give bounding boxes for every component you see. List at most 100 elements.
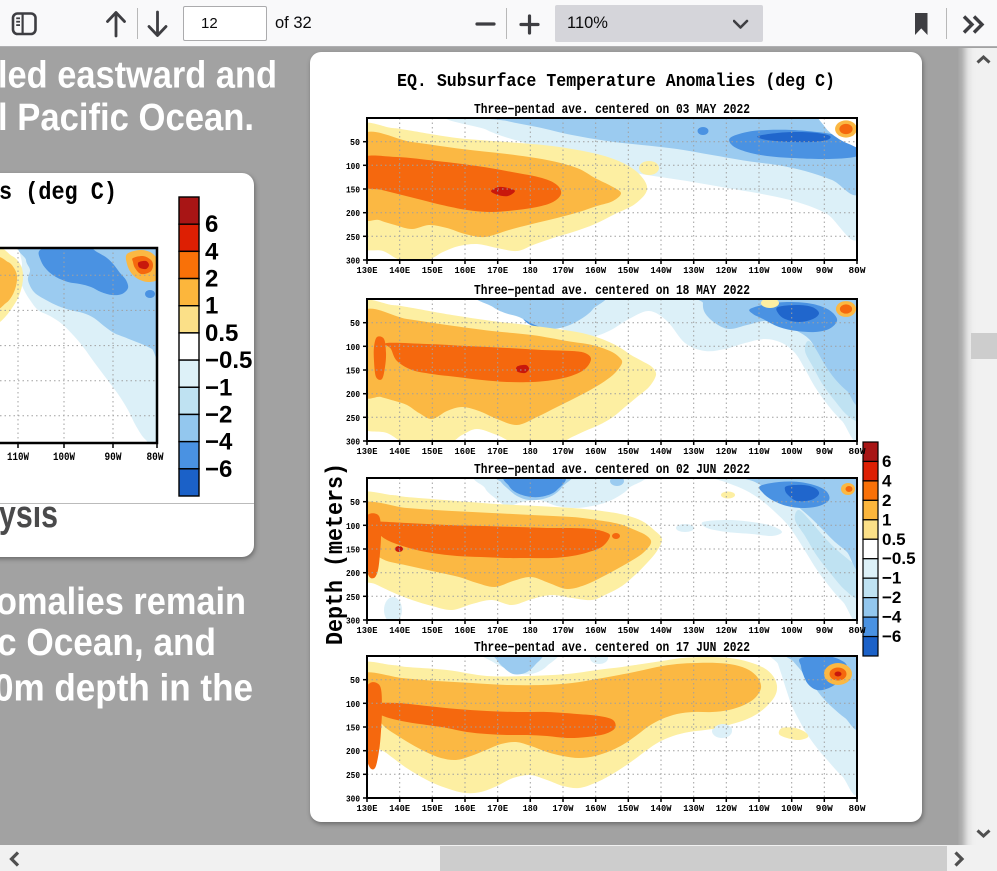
- svg-text:150W: 150W: [618, 265, 639, 276]
- svg-text:300: 300: [346, 616, 360, 627]
- svg-text:170W: 170W: [553, 803, 574, 814]
- svg-text:Three−pentad ave. centered on: Three−pentad ave. centered on 03 MAY 202…: [474, 103, 750, 118]
- svg-text:−6: −6: [882, 627, 901, 646]
- svg-text:Depth (meters): Depth (meters): [323, 463, 350, 645]
- svg-text:160W: 160W: [585, 625, 606, 636]
- svg-text:100: 100: [346, 699, 360, 710]
- svg-text:140W: 140W: [651, 265, 672, 276]
- svg-text:140W: 140W: [651, 803, 672, 814]
- svg-text:−0.5: −0.5: [882, 549, 916, 568]
- svg-text:100W: 100W: [781, 446, 802, 457]
- svg-text:120W: 120W: [716, 803, 737, 814]
- svg-text:130W: 130W: [683, 625, 704, 636]
- svg-text:2: 2: [205, 266, 218, 293]
- svg-text:130E: 130E: [357, 625, 378, 636]
- svg-text:150: 150: [346, 545, 360, 556]
- svg-text:170W: 170W: [553, 265, 574, 276]
- svg-text:180: 180: [523, 446, 538, 457]
- svg-text:1: 1: [882, 510, 891, 529]
- svg-text:130E: 130E: [357, 265, 378, 276]
- svg-text:150E: 150E: [422, 446, 443, 457]
- svg-text:150W: 150W: [618, 625, 639, 636]
- svg-text:120W: 120W: [716, 625, 737, 636]
- svg-text:−2: −2: [205, 401, 232, 428]
- svg-text:110W: 110W: [749, 265, 770, 276]
- svg-text:140W: 140W: [651, 625, 672, 636]
- svg-text:140E: 140E: [389, 803, 410, 814]
- svg-text:130W: 130W: [683, 446, 704, 457]
- svg-text:s (deg C): s (deg C): [0, 178, 117, 207]
- svg-text:0.5: 0.5: [205, 320, 238, 347]
- svg-text:100W: 100W: [781, 803, 802, 814]
- svg-text:−1: −1: [882, 569, 901, 588]
- svg-text:120W: 120W: [716, 265, 737, 276]
- svg-text:180: 180: [523, 803, 538, 814]
- svg-text:4: 4: [882, 471, 892, 490]
- svg-text:−6: −6: [205, 456, 232, 483]
- svg-text:160W: 160W: [585, 265, 606, 276]
- svg-text:Three−pentad ave. centered on: Three−pentad ave. centered on 02 JUN 202…: [474, 463, 750, 478]
- svg-text:50: 50: [350, 497, 360, 508]
- svg-text:200: 200: [346, 568, 360, 579]
- svg-text:140E: 140E: [389, 625, 410, 636]
- svg-text:140E: 140E: [389, 446, 410, 457]
- svg-text:100W: 100W: [781, 625, 802, 636]
- svg-text:−4: −4: [205, 429, 233, 456]
- svg-text:170E: 170E: [487, 446, 508, 457]
- svg-text:90W: 90W: [816, 803, 833, 814]
- svg-text:80W: 80W: [849, 446, 866, 457]
- svg-text:150E: 150E: [422, 625, 443, 636]
- svg-text:130E: 130E: [357, 803, 378, 814]
- svg-text:ysis: ysis: [0, 504, 58, 536]
- svg-text:150W: 150W: [618, 803, 639, 814]
- svg-text:90W: 90W: [816, 265, 833, 276]
- svg-text:140W: 140W: [651, 446, 672, 457]
- svg-text:160W: 160W: [585, 803, 606, 814]
- svg-text:100W: 100W: [781, 265, 802, 276]
- svg-text:50: 50: [350, 675, 360, 686]
- svg-text:110W: 110W: [749, 625, 770, 636]
- svg-text:200: 200: [346, 746, 360, 757]
- svg-text:110W: 110W: [749, 803, 770, 814]
- svg-text:90W: 90W: [816, 625, 833, 636]
- svg-text:150E: 150E: [422, 803, 443, 814]
- svg-text:100: 100: [346, 161, 360, 172]
- svg-text:80W: 80W: [147, 452, 164, 464]
- svg-text:150E: 150E: [422, 265, 443, 276]
- svg-text:170E: 170E: [487, 803, 508, 814]
- svg-text:6: 6: [205, 211, 218, 238]
- svg-text:250: 250: [346, 232, 360, 243]
- svg-text:200: 200: [346, 208, 360, 219]
- svg-text:−0.5: −0.5: [205, 347, 252, 374]
- svg-text:−2: −2: [882, 588, 901, 607]
- svg-text:150W: 150W: [618, 446, 639, 457]
- svg-text:80W: 80W: [849, 625, 866, 636]
- svg-text:Three−pentad ave. centered on: Three−pentad ave. centered on 17 JUN 202…: [474, 641, 750, 656]
- svg-text:300: 300: [346, 794, 360, 805]
- svg-text:80W: 80W: [849, 803, 866, 814]
- svg-text:Three−pentad ave. centered on: Three−pentad ave. centered on 18 MAY 202…: [474, 284, 750, 299]
- svg-text:80W: 80W: [849, 265, 866, 276]
- svg-text:170W: 170W: [553, 446, 574, 457]
- svg-text:150: 150: [346, 366, 360, 377]
- svg-text:170W: 170W: [553, 625, 574, 636]
- svg-text:200: 200: [346, 389, 360, 400]
- svg-text:160E: 160E: [455, 446, 476, 457]
- svg-text:130E: 130E: [357, 446, 378, 457]
- svg-text:1: 1: [205, 293, 218, 320]
- svg-text:160W: 160W: [585, 446, 606, 457]
- svg-text:−1: −1: [205, 374, 232, 401]
- svg-text:140E: 140E: [389, 265, 410, 276]
- svg-text:6: 6: [882, 452, 891, 471]
- svg-text:160E: 160E: [455, 803, 476, 814]
- svg-text:160E: 160E: [455, 265, 476, 276]
- svg-text:250: 250: [346, 770, 360, 781]
- svg-text:250: 250: [346, 413, 360, 424]
- svg-text:4: 4: [205, 238, 219, 265]
- svg-text:300: 300: [346, 437, 360, 448]
- svg-text:250: 250: [346, 592, 360, 603]
- svg-text:90W: 90W: [816, 446, 833, 457]
- svg-text:110W: 110W: [7, 452, 29, 464]
- svg-text:160E: 160E: [455, 625, 476, 636]
- svg-text:170E: 170E: [487, 625, 508, 636]
